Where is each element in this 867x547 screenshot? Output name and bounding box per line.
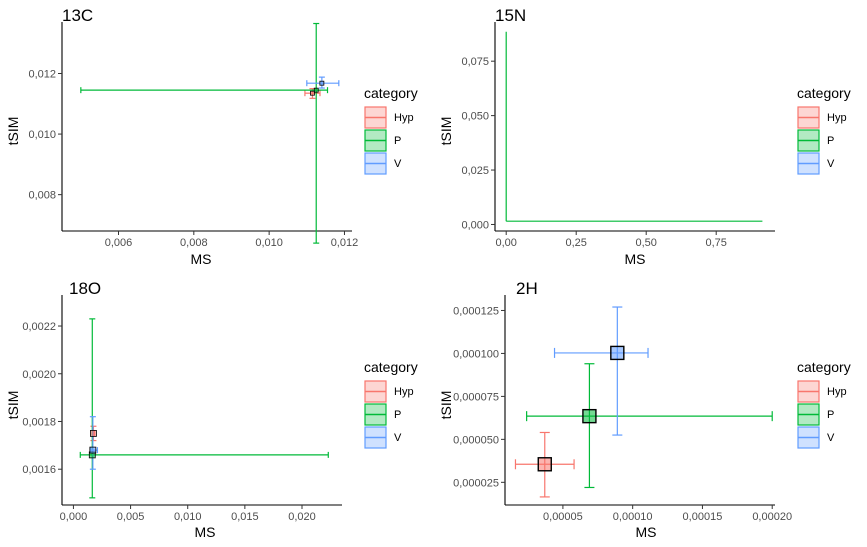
y-tick-label: 0,000 (461, 219, 489, 231)
x-tick-label: 0,00020 (752, 511, 792, 523)
panel-2H: 2H MS tSIM 0,00005 0,00010 0,00015 0,00020 0… (438, 279, 792, 540)
legend-title: category (797, 85, 851, 101)
legend-label-V: V (827, 158, 835, 170)
legend-title: category (797, 359, 851, 375)
legend-label-Hyp: Hyp (394, 386, 414, 398)
panel-title: 2H (516, 279, 538, 298)
data-point-Hyp (90, 430, 97, 437)
legend-label-Hyp: Hyp (827, 112, 847, 124)
legend-label-V: V (827, 432, 835, 444)
legend: category Hyp PV (797, 359, 851, 449)
legend-label-P: P (394, 409, 401, 421)
panel-13C: 13C MS tSIM 0,006 0,008 0,010 0,012 0,008 0,0… (5, 6, 358, 267)
legend: category Hyp PV (797, 85, 851, 175)
y-tick-label: 0,000050 (453, 434, 499, 446)
y-axis-label: tSIM (438, 117, 454, 146)
panel-18O: 18O MS tSIM 0,000 0,005 0,010 0,015 0,020 0,0… (5, 279, 342, 540)
y-tick-label: 0,0016 (22, 464, 56, 476)
legend: category Hyp PV (364, 359, 418, 449)
legend-label-V: V (394, 432, 402, 444)
y-tick-label: 0,000100 (453, 348, 499, 360)
legend-label-P: P (827, 409, 834, 421)
x-tick-label: 0,015 (231, 511, 259, 523)
x-tick-label: 0,000 (60, 511, 88, 523)
y-tick-label: 0,012 (28, 68, 56, 80)
x-axis-label: MS (195, 524, 216, 540)
y-tick-label: 0,0018 (22, 416, 56, 428)
x-tick-label: 0,008 (180, 237, 208, 249)
y-tick-label: 0,000025 (453, 477, 499, 489)
y-axis-label: tSIM (438, 391, 454, 420)
y-axis-label: tSIM (5, 117, 21, 146)
x-tick-label: 0,75 (705, 237, 726, 249)
x-tick-label: 0,020 (288, 511, 316, 523)
data-point-P (582, 408, 597, 424)
x-tick-label: 0,50 (635, 237, 656, 249)
panel-15N: 15N MS tSIM 0,00 0,25 0,50 0,75 0,000 0,025 0,… (438, 6, 775, 267)
y-tick-label: 0,0022 (22, 321, 56, 333)
legend-label-Hyp: Hyp (394, 112, 414, 124)
panel-title: 15N (495, 6, 526, 25)
legend-title: category (364, 85, 418, 101)
legend-label-Hyp: Hyp (827, 386, 847, 398)
x-tick-label: 0,00015 (683, 511, 723, 523)
data-point-P (313, 87, 319, 93)
legend-label-P: P (394, 135, 401, 147)
legend-label-V: V (394, 158, 402, 170)
x-tick-label: 0,00010 (613, 511, 653, 523)
panel-title: 13C (62, 6, 93, 25)
x-tick-label: 0,005 (117, 511, 145, 523)
y-tick-label: 0,000125 (453, 305, 499, 317)
data-point-V (89, 446, 97, 454)
data-point-V (610, 345, 625, 361)
legend-title: category (364, 359, 418, 375)
legend: category Hyp PV (364, 85, 418, 175)
x-tick-label: 0,012 (331, 237, 359, 249)
x-axis-label: MS (191, 251, 212, 267)
legend-label-P: P (827, 135, 834, 147)
x-tick-label: 0,010 (255, 237, 283, 249)
x-tick-label: 0,00005 (543, 511, 583, 523)
x-axis-label: MS (636, 524, 657, 540)
panel-title: 18O (69, 279, 101, 298)
x-axis-label: MS (625, 251, 646, 267)
data-point-V (319, 80, 325, 86)
data-point-Hyp (537, 457, 552, 472)
x-tick-label: 0,010 (174, 511, 202, 523)
y-axis-label: tSIM (5, 391, 21, 420)
y-tick-label: 0,0020 (22, 369, 56, 381)
y-tick-label: 0,010 (28, 129, 56, 141)
y-tick-label: 0,000075 (453, 391, 499, 403)
data-point-Hyp (310, 90, 315, 96)
y-tick-label: 0,075 (461, 56, 489, 68)
x-tick-label: 0,006 (105, 237, 133, 249)
y-tick-label: 0,050 (461, 111, 489, 123)
x-tick-label: 0,00 (495, 237, 516, 249)
y-tick-label: 0,008 (28, 190, 56, 202)
x-tick-label: 0,25 (565, 237, 586, 249)
y-tick-label: 0,025 (461, 165, 489, 177)
